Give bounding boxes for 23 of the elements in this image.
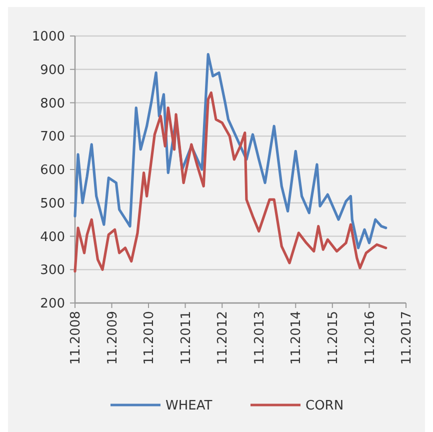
legend-label: CORN <box>306 398 344 414</box>
x-tick-label: 11.2010 <box>142 311 158 365</box>
y-tick-label: 300 <box>40 263 65 278</box>
y-tick-label: 800 <box>40 96 65 112</box>
y-tick-label: 500 <box>40 196 65 212</box>
x-tick-label: 11.2008 <box>68 311 84 365</box>
line-series <box>74 53 388 250</box>
x-tick-label: 11.2015 <box>326 311 341 365</box>
x-tick-label: 11.2013 <box>252 311 268 365</box>
y-tick-label: 200 <box>40 296 65 312</box>
y-tick-label: 600 <box>40 163 65 178</box>
y-tick-label: 400 <box>40 230 65 245</box>
legend-label: WHEAT <box>166 398 212 414</box>
x-tick-label: 11.2009 <box>105 311 120 365</box>
y-tick-label: 900 <box>40 62 65 78</box>
y-tick-label: 1000 <box>32 30 65 45</box>
x-tick-label: 11.2011 <box>178 311 194 365</box>
x-tick-label: 11.2014 <box>289 311 304 365</box>
line-series <box>74 91 388 273</box>
x-tick-label: 11.2012 <box>216 311 231 365</box>
x-tick-label: 11.2017 <box>400 311 415 365</box>
y-tick-label: 700 <box>40 130 65 145</box>
x-tick-label: 11.2016 <box>362 311 378 365</box>
